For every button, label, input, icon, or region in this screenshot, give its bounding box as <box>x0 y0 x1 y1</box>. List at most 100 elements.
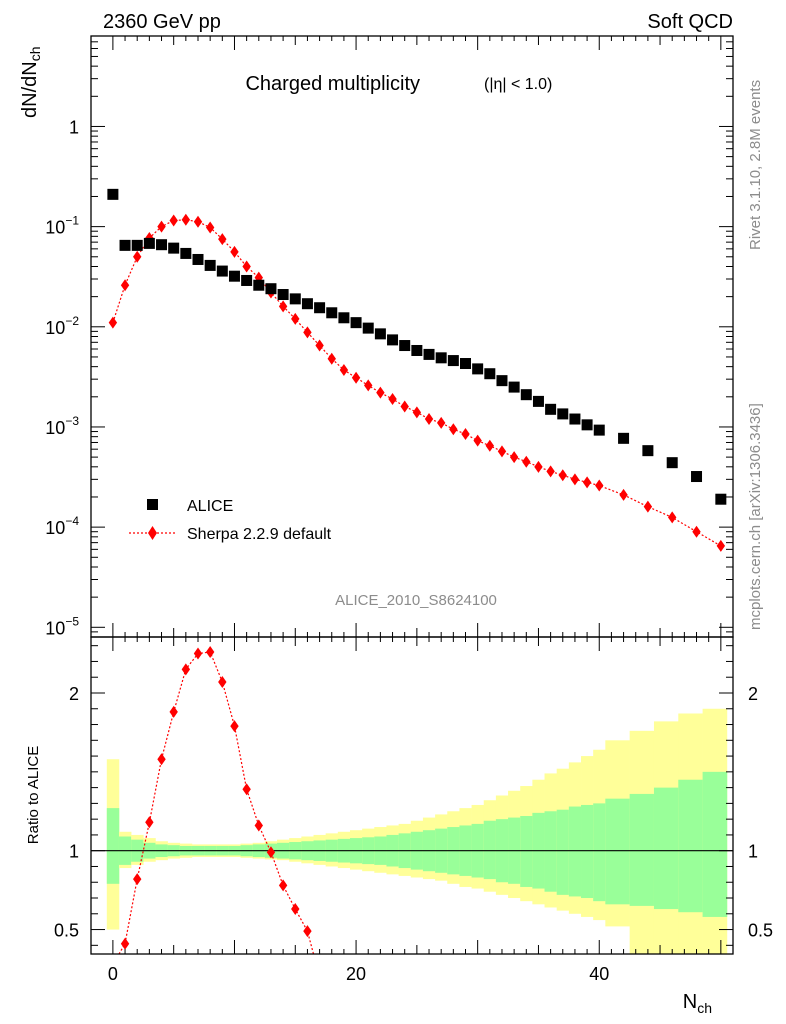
inner-band-bin <box>568 806 582 897</box>
ratio-mc-point <box>254 819 263 832</box>
data-point <box>423 348 435 360</box>
data-point <box>557 408 569 420</box>
ratio-mc-point <box>230 720 239 733</box>
data-point <box>691 471 703 483</box>
legend-mc-label: Sherpa 2.2.9 default <box>187 526 332 543</box>
data-point <box>532 395 544 407</box>
data-point <box>374 328 386 340</box>
ratio-y-tick-label-right: 0.5 <box>748 921 773 941</box>
data-point <box>228 270 240 282</box>
mc-point <box>400 400 409 413</box>
data-point <box>435 352 447 364</box>
mc-line <box>112 219 722 547</box>
ratio-mc-point <box>181 663 191 676</box>
mc-point <box>120 279 130 292</box>
mc-point <box>497 445 507 458</box>
data-points <box>107 188 727 505</box>
inner-band-bin <box>106 808 120 884</box>
mc-point <box>692 525 701 538</box>
inner-band-bin <box>629 793 655 906</box>
main-y-label-main: dN/dN <box>19 61 41 118</box>
data-point <box>581 419 593 431</box>
ratio-y-tick-label-right: 1 <box>748 842 758 862</box>
ratio-y-label: Ratio to ALICE <box>25 746 42 844</box>
data-point <box>216 265 228 277</box>
mc-point <box>278 300 288 313</box>
mc-point <box>291 312 300 325</box>
x-tick-label: 20 <box>346 964 366 984</box>
inner-band-bin <box>556 809 570 895</box>
mc-point <box>436 416 446 429</box>
inner-band-bin <box>483 820 497 880</box>
mc-point <box>108 316 118 329</box>
ratio-mc-point <box>145 816 154 829</box>
main-x-ticks <box>112 36 722 637</box>
inner-band-bin <box>544 811 557 892</box>
ratio-mc-point <box>266 846 276 859</box>
ratio-y-tick-labels: 0.5 0.5 1 1 2 2 <box>54 684 773 941</box>
data-point <box>168 242 180 254</box>
inner-band-bin <box>520 816 533 887</box>
ratio-mc-point <box>291 903 300 916</box>
main-y-label-sub: ch <box>27 47 43 62</box>
ratio-mc-line <box>118 651 315 955</box>
data-point <box>593 424 605 436</box>
data-point <box>143 237 155 249</box>
mc-point <box>169 214 178 227</box>
data-point <box>387 334 399 346</box>
mc-point <box>193 215 203 228</box>
legend-data-label: ALICE <box>187 498 233 515</box>
data-point <box>520 389 532 401</box>
data-point <box>642 445 654 457</box>
main-y-tick-label: 10−1 <box>45 214 79 238</box>
inner-band-bin <box>653 787 679 910</box>
data-point <box>399 340 411 352</box>
data-point <box>411 344 423 356</box>
data-point <box>204 259 216 271</box>
mc-point <box>485 439 495 452</box>
x-tick-label: 0 <box>108 964 118 984</box>
mc-point <box>242 260 251 273</box>
data-point <box>301 298 313 310</box>
inner-band-bin <box>581 804 594 899</box>
mc-point <box>570 473 580 486</box>
x-axis-label: Nch <box>683 991 712 1016</box>
ratio-mc-point <box>169 705 178 718</box>
data-point <box>569 413 581 425</box>
ratio-mc-point <box>193 647 203 660</box>
mc-point <box>218 233 227 246</box>
mc-point <box>582 476 592 489</box>
ratio-mc-point <box>218 675 227 688</box>
main-y-tick-label: 10−3 <box>45 414 79 438</box>
main-y-tick-labels: 10−5 10−4 10−3 10−2 10−1 1 <box>45 117 79 638</box>
data-point <box>107 188 119 200</box>
rivet-label: Rivet 3.1.10, 2.8M events <box>747 80 764 250</box>
mc-point <box>522 455 531 468</box>
data-point <box>508 381 520 393</box>
mc-point <box>643 500 653 513</box>
ratio-y-tick-label-right: 2 <box>748 684 758 704</box>
ratio-frame <box>90 636 734 955</box>
mc-point <box>157 220 166 233</box>
mc-point <box>181 213 191 226</box>
mc-point <box>449 423 458 436</box>
mc-point <box>388 393 397 406</box>
ratio-mc-point <box>278 879 288 892</box>
main-panel: 10−5 10−4 10−3 10−2 10−1 1 Charged multiplici… <box>19 35 734 638</box>
ratio-x-tick-labels: 0 20 40 <box>108 964 609 984</box>
data-point <box>289 293 301 305</box>
data-point <box>326 307 338 319</box>
inner-band-bin <box>702 771 728 917</box>
data-point <box>362 322 374 334</box>
data-point <box>156 239 168 251</box>
inner-band-bin <box>678 779 703 913</box>
ratio-panel: 0.5 0.5 1 1 2 2 0 20 40 Ratio to ALICE Nch <box>25 636 773 1016</box>
ratio-mc-point <box>242 783 251 796</box>
data-point <box>180 247 192 259</box>
data-point <box>618 432 630 444</box>
plot-title-cut: (|η| < 1.0) <box>484 76 552 93</box>
mc-point <box>424 413 434 426</box>
legend-mc-marker <box>148 526 157 540</box>
mc-point <box>339 364 349 377</box>
data-point <box>484 368 496 380</box>
